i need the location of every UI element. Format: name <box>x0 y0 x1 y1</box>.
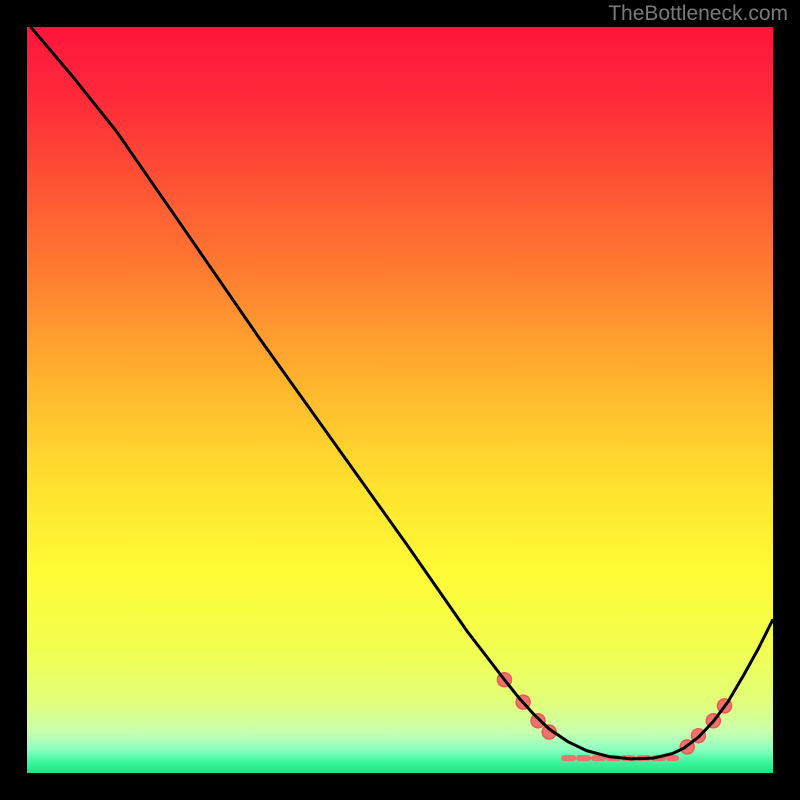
watermark-text: TheBottleneck.com <box>608 2 788 26</box>
gradient-background <box>27 27 773 773</box>
bottleneck-curve-chart <box>0 0 800 800</box>
data-marker <box>531 714 545 728</box>
chart-container: TheBottleneck.com <box>0 0 800 800</box>
